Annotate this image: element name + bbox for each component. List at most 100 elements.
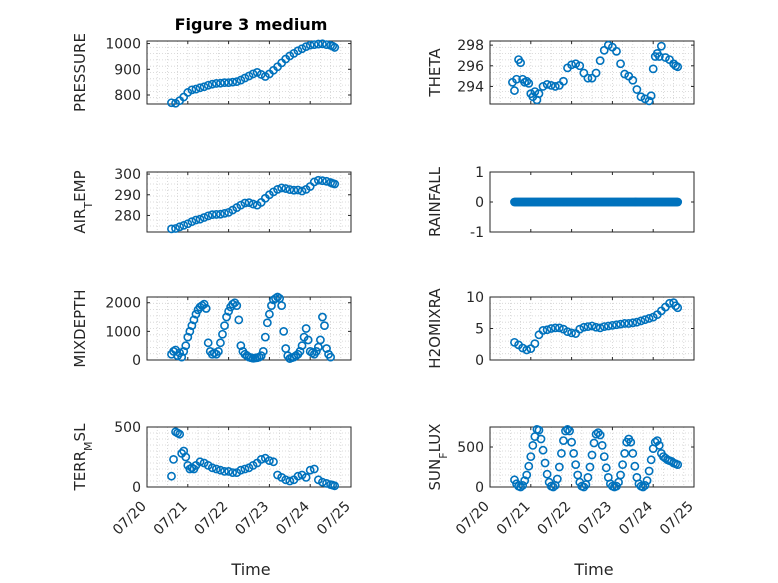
data-point — [281, 475, 291, 485]
data-point — [240, 198, 250, 208]
data-point — [224, 78, 233, 88]
x-tick-label: 07/21 — [494, 499, 534, 539]
data-point — [295, 347, 305, 356]
data-point — [309, 464, 319, 474]
data-point — [559, 436, 568, 445]
data-point — [191, 215, 201, 225]
y-tick-label: 0 — [475, 353, 484, 369]
data-point — [297, 341, 307, 351]
data-point — [305, 40, 315, 50]
data-point — [293, 471, 303, 481]
data-point — [528, 440, 538, 450]
data-point — [315, 335, 325, 345]
data-point — [673, 460, 683, 469]
data-point — [559, 76, 568, 86]
data-point — [199, 82, 209, 92]
data-point — [218, 329, 227, 339]
data-point — [542, 469, 552, 479]
figure-title: Figure 3 medium — [175, 15, 328, 34]
data-point — [207, 210, 217, 220]
y-tick-label: -1 — [470, 225, 484, 241]
data-point — [195, 83, 205, 93]
data-point — [293, 185, 303, 195]
axes-box — [146, 426, 352, 488]
data-point — [591, 68, 601, 78]
data-point — [199, 299, 209, 309]
data-point — [220, 78, 229, 88]
data-point — [671, 301, 681, 311]
data-point — [189, 315, 199, 325]
data-point — [542, 325, 552, 335]
data-point — [285, 185, 295, 194]
data-point — [642, 476, 652, 485]
data-point — [565, 426, 574, 436]
data-point — [587, 321, 597, 331]
data-point — [264, 456, 274, 465]
data-point — [510, 86, 519, 95]
data-point — [220, 321, 229, 331]
data-point — [309, 40, 319, 49]
data-point — [211, 79, 221, 88]
data-point — [232, 77, 242, 87]
data-point — [203, 338, 213, 348]
data-point — [224, 466, 233, 476]
data-point — [567, 437, 576, 447]
y-tick-label: 300 — [114, 167, 141, 183]
x-axis-label-left: Time — [230, 560, 270, 579]
x-tick-label: 07/21 — [151, 499, 191, 539]
data-point — [636, 316, 646, 326]
data-point — [654, 440, 664, 450]
data-point — [673, 197, 683, 207]
data-point — [269, 457, 278, 467]
data-point — [330, 43, 340, 52]
data-point — [534, 425, 544, 435]
data-point — [234, 315, 244, 325]
data-point — [563, 424, 572, 434]
data-point — [567, 60, 576, 70]
data-point — [616, 470, 625, 480]
data-point — [277, 301, 287, 310]
data-point — [648, 64, 658, 74]
data-point — [264, 309, 274, 319]
data-point — [538, 445, 548, 455]
data-point — [313, 175, 323, 185]
data-point — [244, 198, 254, 208]
data-point — [516, 58, 525, 68]
data-point — [599, 322, 609, 332]
data-point — [624, 319, 634, 328]
y-tick-label: 294 — [457, 79, 484, 95]
data-point — [583, 472, 593, 482]
data-point — [211, 210, 221, 219]
data-point — [318, 176, 327, 186]
y-tick-label: 280 — [114, 208, 141, 224]
data-point — [630, 461, 640, 471]
data-point — [595, 323, 605, 333]
data-point — [548, 482, 558, 492]
data-point — [311, 347, 321, 356]
axes-box — [146, 40, 352, 105]
data-point — [273, 184, 282, 194]
data-point — [538, 325, 548, 335]
data-point — [595, 56, 605, 66]
data-point — [522, 345, 532, 355]
data-point — [518, 480, 528, 490]
axes-box — [146, 171, 352, 233]
data-point — [520, 476, 530, 485]
data-point — [179, 347, 189, 356]
data-point — [207, 463, 217, 473]
data-point — [260, 332, 270, 342]
data-point — [534, 89, 544, 99]
subplot-mixdepth: 0 1000 2000 MIXDEPTH — [71, 289, 352, 369]
data-point — [216, 338, 225, 348]
y-tick-label: 500 — [457, 440, 484, 456]
data-point — [167, 471, 176, 481]
data-point — [632, 85, 642, 94]
data-point — [575, 324, 585, 334]
data-point — [612, 320, 621, 330]
data-point — [626, 437, 636, 447]
axes-box — [489, 426, 695, 488]
y-tick-label: 900 — [114, 62, 141, 78]
data-point — [330, 179, 340, 189]
data-point — [620, 319, 630, 328]
data-point — [571, 460, 581, 469]
